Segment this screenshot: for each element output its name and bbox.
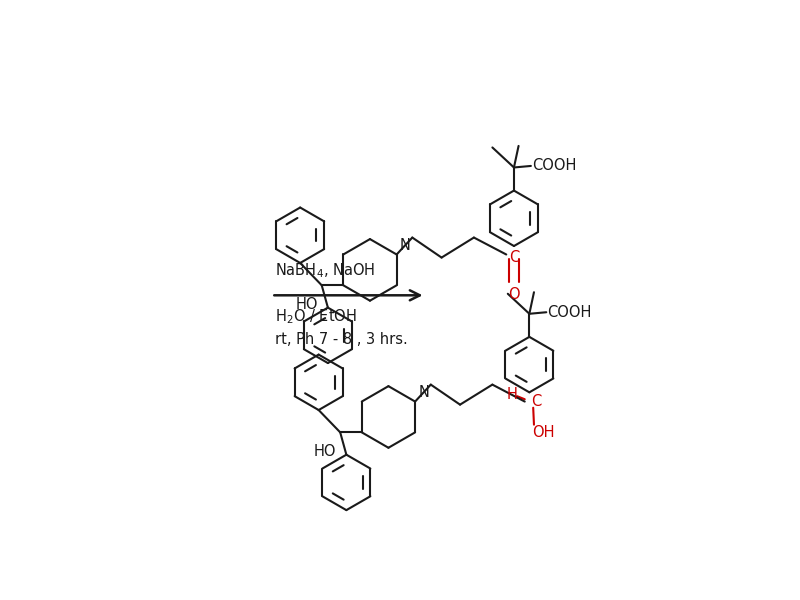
Text: N: N (418, 385, 429, 400)
Text: H: H (507, 387, 518, 402)
Text: NaBH$_4$, NaOH: NaBH$_4$, NaOH (275, 261, 375, 280)
Text: N: N (400, 238, 410, 253)
Text: COOH: COOH (547, 305, 591, 320)
Text: C: C (509, 250, 519, 265)
Text: C: C (531, 394, 541, 409)
Text: HO: HO (314, 444, 336, 459)
Text: OH: OH (533, 425, 555, 440)
Text: COOH: COOH (532, 158, 576, 173)
Text: rt, Ph 7 - 8 , 3 hrs.: rt, Ph 7 - 8 , 3 hrs. (275, 332, 408, 347)
Text: H$_2$O / EtOH: H$_2$O / EtOH (275, 307, 357, 326)
Text: HO: HO (295, 297, 318, 312)
Text: O: O (508, 287, 520, 302)
